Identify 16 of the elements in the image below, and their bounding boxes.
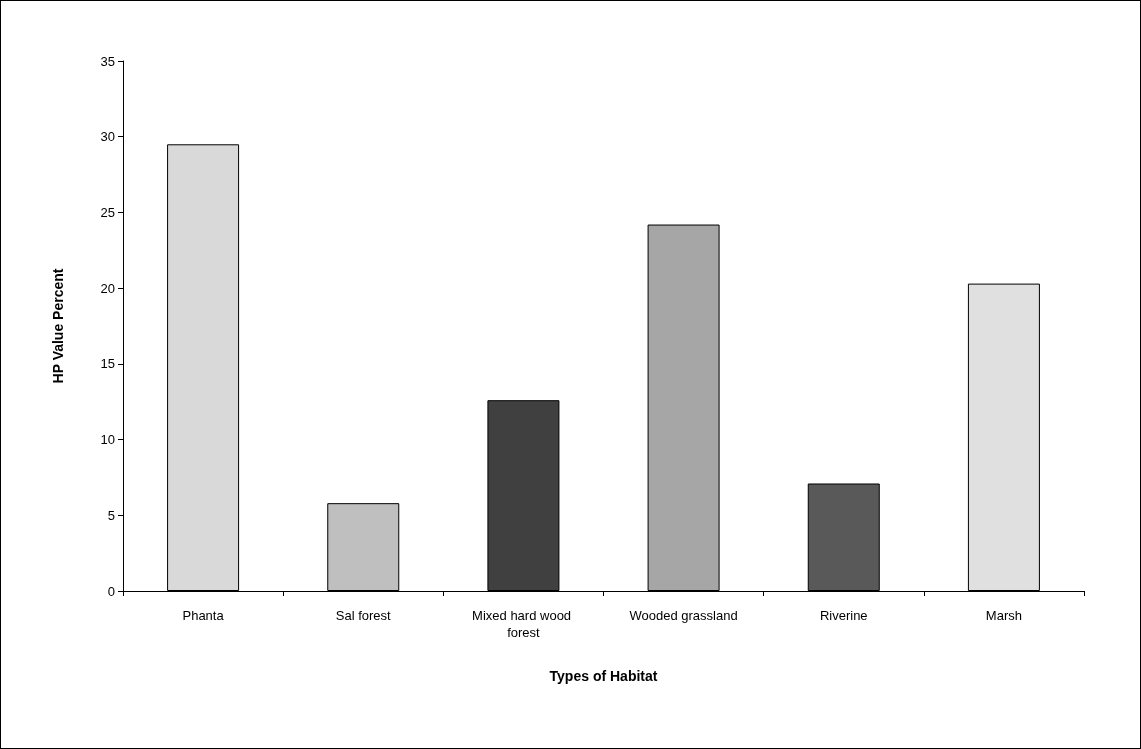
x-tick-label: Wooded grassland (629, 608, 738, 623)
y-tick-label: 10 (100, 432, 115, 448)
x-tick-label: Sal forest (335, 608, 392, 623)
y-tick-label: 30 (100, 129, 115, 145)
y-tick-label: 20 (100, 280, 115, 296)
y-tick-label: 35 (100, 53, 115, 69)
y-tick-label: 15 (100, 356, 115, 372)
x-tick-label: Mixed hard wood forest (472, 608, 575, 640)
x-tick-label: Phanta (182, 608, 225, 623)
y-axis-title: HP Value Percent (50, 268, 66, 384)
x-axis-title: Types of Habitat (549, 668, 658, 684)
y-tick-label: 5 (107, 507, 115, 523)
x-tick-label: Riverine (819, 608, 868, 623)
x-tick-label: Marsh (985, 608, 1022, 623)
y-tick-label: 25 (100, 204, 115, 220)
y-tick-label: 0 (107, 583, 115, 599)
